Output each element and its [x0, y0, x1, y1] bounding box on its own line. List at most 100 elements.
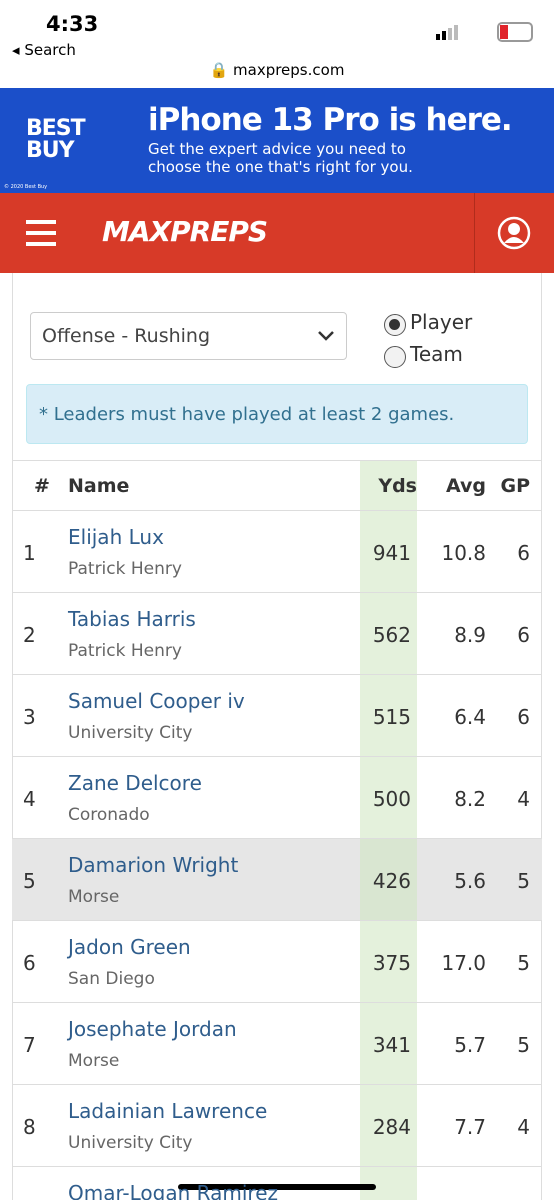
logo[interactable]: MAXPREPS — [102, 215, 268, 248]
games-played: 6 — [517, 541, 530, 565]
player-name[interactable]: Samuel Cooper iv — [68, 689, 245, 713]
player-name[interactable]: Josephate Jordan — [68, 1017, 237, 1041]
school[interactable]: Patrick Henry — [68, 559, 182, 579]
player-name[interactable]: Zane Delcore — [68, 771, 202, 795]
home-indicator — [178, 1184, 376, 1190]
rank: 4 — [23, 787, 36, 811]
back-label: Search — [24, 41, 76, 59]
account-button[interactable] — [497, 216, 531, 250]
url-bar[interactable]: 🔒 maxpreps.com — [209, 61, 345, 79]
average: 17.0 — [441, 951, 486, 975]
games-played: 5 — [517, 1033, 530, 1057]
table-row[interactable]: 1 Elijah Lux Patrick Henry 941 10.8 6 — [12, 510, 542, 592]
column-header[interactable]: GP — [500, 475, 530, 497]
average: 5.6 — [454, 869, 486, 893]
player-name[interactable]: Elijah Lux — [68, 525, 164, 549]
radio-dot — [389, 319, 400, 330]
ad-banner[interactable]: BEST BUY iPhone 13 Pro is here. Get the … — [0, 88, 554, 193]
school[interactable]: Morse — [68, 1051, 120, 1071]
yards: 515 — [372, 705, 411, 729]
rank: 2 — [23, 623, 36, 647]
school[interactable]: Morse — [68, 887, 120, 907]
table-row[interactable]: 4 Zane Delcore Coronado 500 8.2 4 — [12, 756, 542, 838]
games-played: 4 — [517, 1115, 530, 1139]
table-row[interactable]: 3 Samuel Cooper iv University City 515 6.4 6 — [12, 674, 542, 756]
radio-option[interactable]: Player — [384, 310, 494, 338]
games-played: 6 — [517, 623, 530, 647]
ad-body: Get the expert advice you need to choose… — [148, 140, 413, 176]
nav-bar: MAXPREPS — [0, 193, 554, 273]
player-name[interactable]: Ladainian Lawrence — [68, 1099, 268, 1123]
battery-icon — [497, 22, 533, 42]
time: 4:33 — [46, 12, 99, 36]
signal — [436, 25, 458, 40]
column-header[interactable]: Avg — [445, 475, 486, 497]
average: 7.7 — [454, 1115, 486, 1139]
table-row[interactable]: 6 Jadon Green San Diego 375 17.0 5 — [12, 920, 542, 1002]
ad-brand: BEST BUY — [26, 116, 86, 163]
column-header: # — [34, 475, 50, 497]
table-row[interactable]: 7 Josephate Jordan Morse 341 5.7 5 — [12, 1002, 542, 1084]
yards: 341 — [372, 1033, 411, 1057]
average: 8.2 — [454, 787, 486, 811]
notice-text: * Leaders must have played at least 2 ga… — [39, 404, 455, 425]
sorted-column — [360, 460, 417, 1200]
radio-label: Player — [410, 310, 473, 334]
games-played: 5 — [517, 951, 530, 975]
average: 8.9 — [454, 623, 486, 647]
player-name[interactable]: Damarion Wright — [68, 853, 239, 877]
radio-circle — [384, 314, 406, 336]
player-name[interactable]: Tabias Harris — [68, 607, 196, 631]
signal-icon — [436, 24, 462, 40]
average: 10.8 — [441, 541, 486, 565]
url: maxpreps.com — [233, 61, 345, 79]
radio-label: Team — [410, 342, 463, 366]
divider — [474, 193, 475, 273]
rank: 6 — [23, 951, 36, 975]
status-bar: 4:33 ◂ Search 🔒 maxpreps.com — [0, 0, 554, 88]
games-played: 6 — [517, 705, 530, 729]
table-row[interactable]: 5 Damarion Wright Morse 426 5.6 5 — [12, 838, 542, 920]
chevron — [318, 331, 334, 341]
yards: 284 — [372, 1115, 411, 1139]
player-name[interactable]: Jadon Green — [68, 935, 191, 959]
yards: 500 — [372, 787, 411, 811]
yards: 562 — [372, 623, 411, 647]
school[interactable]: University City — [68, 1133, 193, 1153]
column-header[interactable]: Yds — [378, 475, 417, 497]
school[interactable]: Coronado — [68, 805, 150, 825]
school[interactable]: University City — [68, 723, 193, 743]
school[interactable]: San Diego — [68, 969, 155, 989]
dropdown[interactable]: Offense - Rushing — [30, 312, 347, 360]
average: 6.4 — [454, 705, 486, 729]
yards: 426 — [372, 869, 411, 893]
sorted-cell — [360, 839, 417, 920]
menu-button[interactable] — [26, 220, 56, 246]
yards: 941 — [372, 541, 411, 565]
content — [12, 273, 542, 1200]
radio-option[interactable]: Team — [384, 342, 494, 370]
rank: 8 — [23, 1115, 36, 1139]
rank: 7 — [23, 1033, 36, 1057]
column-header: Name — [68, 475, 130, 497]
rank: 1 — [23, 541, 36, 565]
battery-level — [500, 25, 508, 39]
games-played: 5 — [517, 869, 530, 893]
ad-copyright: © 2020 Best Buy — [4, 184, 48, 190]
table-row[interactable]: 2 Tabias Harris Patrick Henry 562 8.9 6 — [12, 592, 542, 674]
rank: 9 — [23, 1197, 36, 1200]
table-row[interactable]: 8 Ladainian Lawrence University City 284 7.7… — [12, 1084, 542, 1166]
school[interactable]: Patrick Henry — [68, 641, 182, 661]
yards: 375 — [372, 951, 411, 975]
back-button[interactable]: ◂ Search — [12, 41, 76, 59]
notice: * Leaders must have played at least 2 ga… — [26, 384, 528, 444]
table-row[interactable]: 9 Omar-Logan Ramirez — [12, 1166, 542, 1200]
dropdown-label: Offense - Rushing — [42, 325, 211, 347]
average: 5.7 — [454, 1033, 486, 1057]
player-name[interactable]: Omar-Logan Ramirez — [68, 1181, 278, 1200]
games-played: 4 — [517, 787, 530, 811]
table-header: # Name Yds Avg GP — [12, 460, 542, 510]
rank: 3 — [23, 705, 36, 729]
